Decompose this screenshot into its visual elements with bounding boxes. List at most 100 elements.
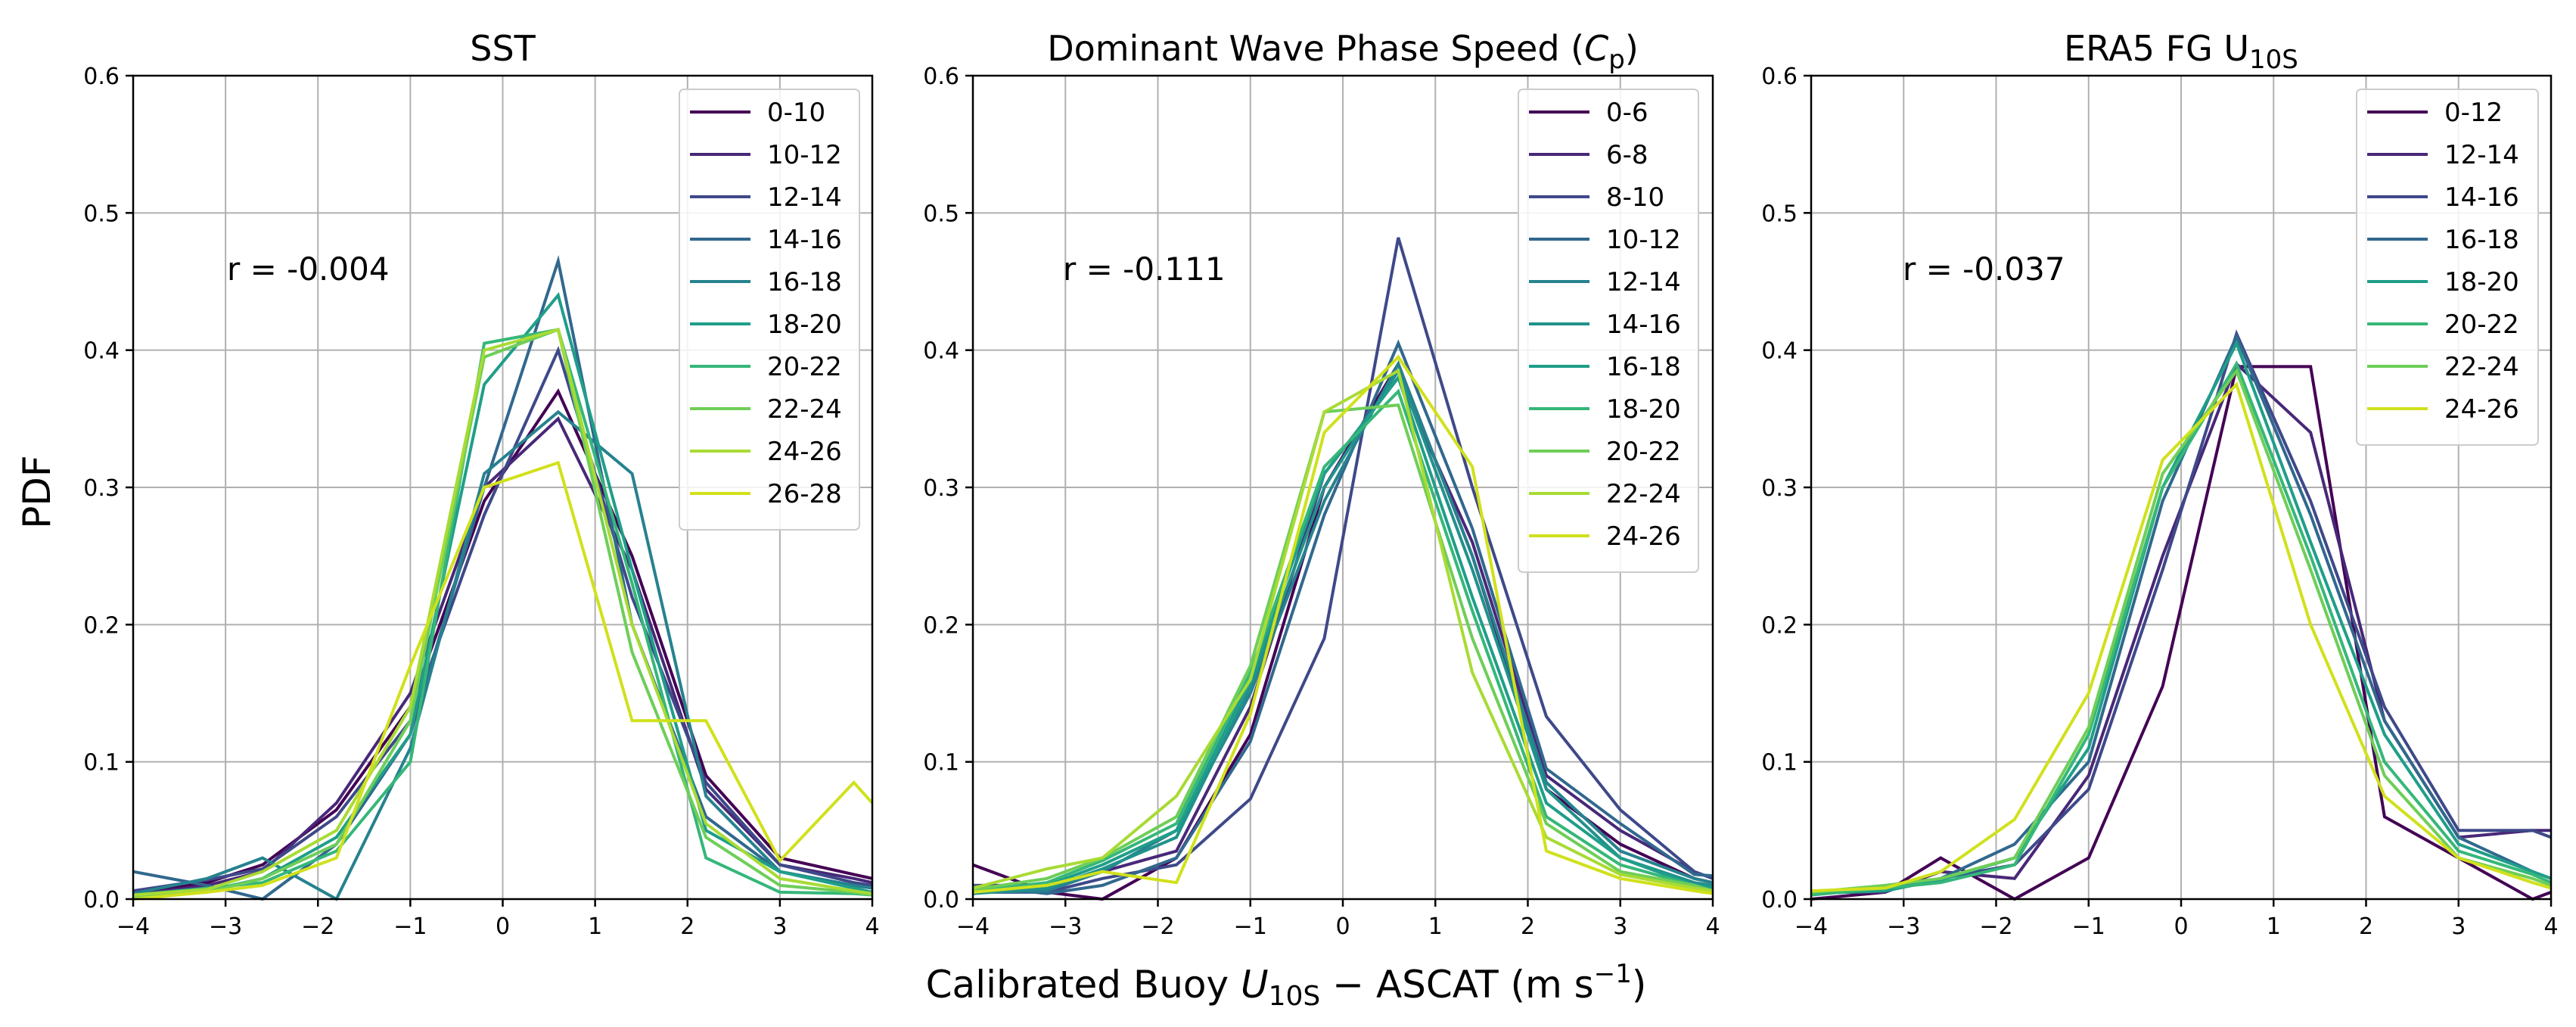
y-tick-label: 0.5 — [83, 201, 120, 227]
y-tick-label: 0.2 — [83, 612, 120, 639]
y-tick-label: 0.0 — [923, 887, 959, 913]
legend-label: 18-20 — [2444, 267, 2519, 297]
panel-title-subscript: p — [1608, 45, 1625, 75]
legend-label: 22-24 — [1606, 479, 1681, 509]
correlation-annotation: r = -0.037 — [1903, 251, 2065, 288]
legend-label: 20-22 — [767, 352, 842, 382]
x-tick-label: −1 — [2072, 913, 2105, 940]
series-line-16-18 — [972, 374, 1714, 893]
series-line-12-14 — [132, 345, 873, 893]
legend-label: 12-14 — [2444, 140, 2519, 170]
legend-label: 14-16 — [1606, 310, 1681, 340]
panel-title-text: Dominant Wave Phase Speed ( — [1047, 28, 1584, 69]
legend-label: 10-12 — [767, 140, 842, 170]
legend-label: 24-26 — [2444, 394, 2519, 425]
x-tick-label: 3 — [1613, 913, 1627, 940]
x-tick-label: −4 — [1794, 913, 1828, 940]
x-tick-label: −3 — [1887, 913, 1920, 940]
x-tick-label: 4 — [2543, 913, 2558, 940]
y-tick-label: 0.6 — [923, 64, 959, 90]
x-tick-label: −1 — [393, 913, 427, 940]
series-line-20-22 — [1810, 360, 2552, 897]
panel-title-variable: C — [1584, 28, 1608, 69]
x-tick-label: 1 — [588, 913, 602, 940]
panel-2: −4 −3 −2 −1 0 1 2 3 4 0.0 0.1 0.2 0.3 0.4 0.5 0.6 Domina… — [923, 28, 1720, 940]
x-tick-label: 0 — [496, 913, 510, 940]
x-tick-label: 0 — [1335, 913, 1350, 940]
panel-title: Dominant Wave Phase Speed (Cp) — [1047, 28, 1639, 75]
legend-label: 16-18 — [1606, 352, 1681, 382]
y-tick-label: 0.3 — [923, 475, 959, 502]
panels: −4 −3 −2 −1 0 1 2 3 4 0.0 0.1 0.2 0.3 0.4 0.5 0.6 SST r =… — [83, 28, 2558, 940]
panel-title: ERA5 FG U10S — [2064, 28, 2298, 75]
series-line-24-26 — [132, 328, 873, 897]
y-axis-label: PDF — [15, 455, 59, 528]
panel-title-close: ) — [1625, 28, 1639, 69]
series-line-24-26 — [1810, 381, 2552, 893]
legend-label: 24-26 — [1606, 521, 1681, 552]
series-line-24-26 — [972, 354, 1714, 895]
y-tick-label: 0.1 — [1761, 750, 1798, 776]
legend-label: 0-12 — [2444, 98, 2503, 128]
x-tick-label: 4 — [1705, 913, 1720, 940]
y-tick-label: 0.6 — [1761, 64, 1798, 90]
legend-label: 8-10 — [1606, 182, 1664, 213]
legend-label: 0-10 — [767, 98, 825, 128]
legend-label: 16-18 — [767, 267, 842, 297]
series-line-22-24 — [972, 368, 1714, 893]
legend-label: 0-6 — [1606, 98, 1648, 128]
correlation-annotation: r = -0.111 — [1063, 251, 1226, 288]
x-tick-label: −4 — [956, 913, 990, 940]
correlation-annotation: r = -0.004 — [227, 251, 390, 288]
y-tick-label: 0.6 — [83, 64, 120, 90]
x-tick-label: 2 — [1521, 913, 1535, 940]
x-axis-label-middle: − ASCAT (m s — [1320, 963, 1593, 1007]
y-tick-label: 0.2 — [1761, 612, 1798, 639]
y-tick-label: 0.1 — [83, 750, 120, 776]
series-line-20-22 — [972, 403, 1714, 893]
x-axis-label-exponent: −1 — [1594, 959, 1632, 989]
x-tick-label: −2 — [1141, 913, 1174, 940]
legend-label: 18-20 — [1606, 394, 1681, 425]
legend: 0-12 12-14 14-16 16-18 18-20 20-22 22-24 24-26 — [2356, 89, 2539, 446]
legend-label: 16-18 — [2444, 225, 2519, 255]
legend-label: 20-22 — [1606, 437, 1681, 467]
y-tick-label: 0.0 — [1761, 887, 1798, 913]
x-tick-label: −3 — [1049, 913, 1082, 940]
legend-box — [679, 89, 860, 531]
x-axis-label-variable: U — [1241, 963, 1269, 1007]
panel-title-text: ERA5 FG U — [2064, 28, 2249, 69]
x-tick-label: −3 — [209, 913, 242, 940]
x-axis-label: Calibrated Buoy U10S − ASCAT (m s−1) — [926, 959, 1647, 1012]
y-tick-label: 0.4 — [83, 338, 120, 365]
legend-label: 22-24 — [767, 394, 842, 425]
legend-label: 26-28 — [767, 479, 842, 509]
series-line-18-20 — [972, 388, 1714, 893]
x-axis-label-prefix: Calibrated Buoy — [926, 963, 1241, 1007]
panel-title-subscript: 10S — [2249, 45, 2298, 75]
x-tick-label: −4 — [117, 913, 150, 940]
x-tick-label: 2 — [680, 913, 694, 940]
series-group — [132, 254, 874, 901]
x-tick-label: 4 — [865, 913, 879, 940]
x-tick-label: 3 — [772, 913, 787, 940]
x-tick-label: 3 — [2451, 913, 2466, 940]
series-line-0-10 — [132, 387, 873, 894]
panel-title: SST — [470, 28, 536, 69]
series-line-0-12 — [1810, 365, 2552, 901]
series-line-8-10 — [973, 237, 1714, 894]
x-tick-label: −2 — [1979, 913, 2012, 940]
legend: 0-6 6-8 8-10 10-12 12-14 14-16 16-18 18-20 20-22… — [1518, 89, 1699, 573]
y-tick-label: 0.0 — [83, 887, 120, 913]
y-tick-label: 0.3 — [83, 475, 120, 502]
x-tick-label: −1 — [1234, 913, 1267, 940]
panel-3: −4 −3 −2 −1 0 1 2 3 4 0.0 0.1 0.2 0.3 0.4 0.5 0.6 ERA5 F… — [1761, 28, 2558, 940]
x-tick-label: −2 — [301, 913, 334, 940]
legend-label: 14-16 — [2444, 182, 2519, 213]
x-tick-label: 1 — [1428, 913, 1443, 940]
y-tick-label: 0.4 — [1761, 338, 1798, 365]
x-axis-label-subscript: 10S — [1269, 981, 1321, 1012]
series-line-22-24 — [132, 327, 873, 898]
